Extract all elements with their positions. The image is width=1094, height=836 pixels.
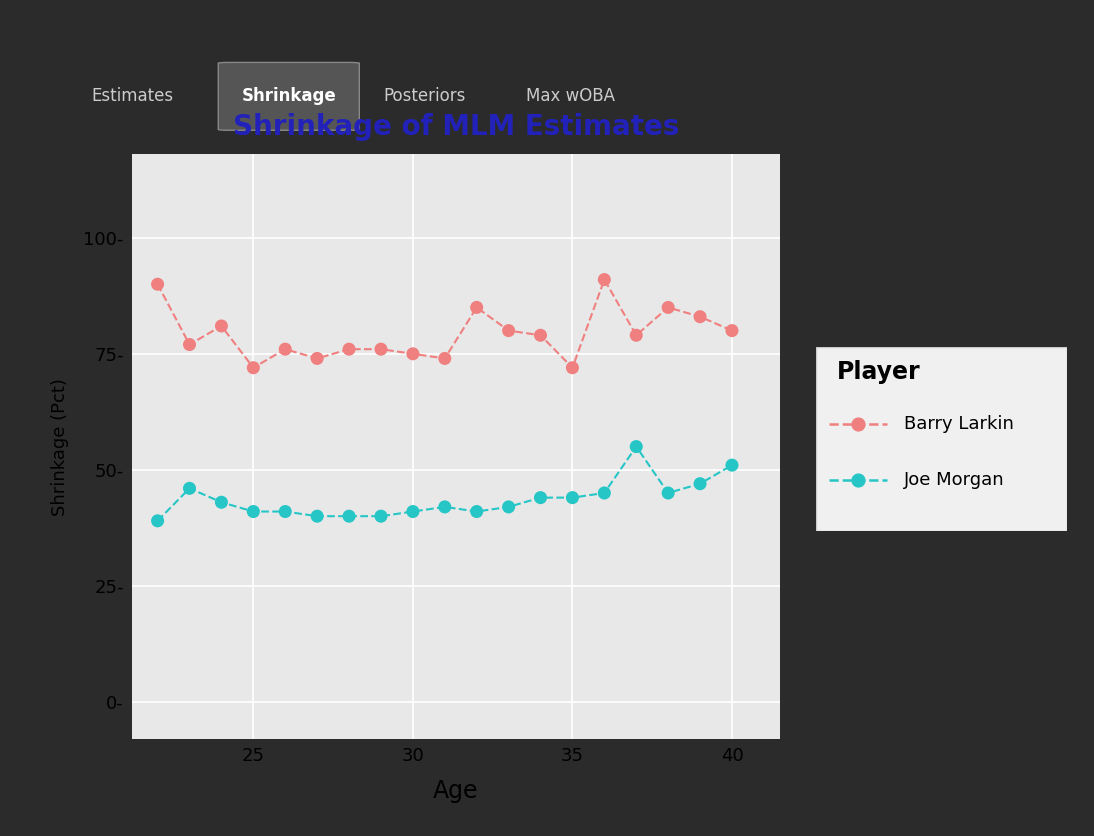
Point	[277, 343, 294, 356]
Point	[723, 458, 741, 472]
Text: Joe Morgan: Joe Morgan	[904, 471, 1004, 488]
Point	[437, 500, 454, 513]
Point	[149, 514, 166, 528]
Text: Barry Larkin: Barry Larkin	[904, 415, 1014, 433]
Point	[563, 361, 581, 375]
Title: Shrinkage of MLM Estimates: Shrinkage of MLM Estimates	[233, 113, 679, 141]
Y-axis label: Shrinkage (Pct): Shrinkage (Pct)	[51, 378, 70, 516]
Point	[404, 347, 421, 360]
Point	[849, 417, 866, 431]
Text: Posteriors: Posteriors	[383, 87, 466, 105]
Point	[149, 278, 166, 291]
Point	[691, 477, 709, 491]
X-axis label: Age: Age	[433, 779, 479, 803]
Point	[372, 509, 389, 522]
Point	[277, 505, 294, 518]
Point	[181, 482, 198, 495]
Text: Max wOBA: Max wOBA	[526, 87, 616, 105]
Point	[691, 310, 709, 324]
Text: Player: Player	[837, 359, 920, 384]
Point	[563, 491, 581, 504]
Point	[468, 505, 486, 518]
Point	[309, 352, 326, 365]
FancyBboxPatch shape	[219, 63, 359, 130]
FancyBboxPatch shape	[816, 347, 1067, 531]
Point	[628, 329, 645, 342]
Point	[468, 301, 486, 314]
Point	[595, 273, 613, 286]
Point	[660, 301, 677, 314]
Point	[372, 343, 389, 356]
Point	[404, 505, 421, 518]
Point	[532, 329, 549, 342]
Point	[212, 496, 230, 509]
Point	[723, 324, 741, 337]
Point	[340, 343, 358, 356]
Point	[340, 509, 358, 522]
Point	[245, 505, 263, 518]
Point	[660, 487, 677, 500]
Point	[245, 361, 263, 375]
Point	[500, 500, 517, 513]
Point	[532, 491, 549, 504]
Point	[212, 319, 230, 333]
Point	[500, 324, 517, 337]
Point	[595, 487, 613, 500]
Point	[628, 440, 645, 453]
Point	[181, 338, 198, 351]
Text: Estimates: Estimates	[91, 87, 173, 105]
Point	[309, 509, 326, 522]
Point	[849, 473, 866, 487]
Text: Shrinkage: Shrinkage	[242, 87, 336, 105]
Point	[437, 352, 454, 365]
